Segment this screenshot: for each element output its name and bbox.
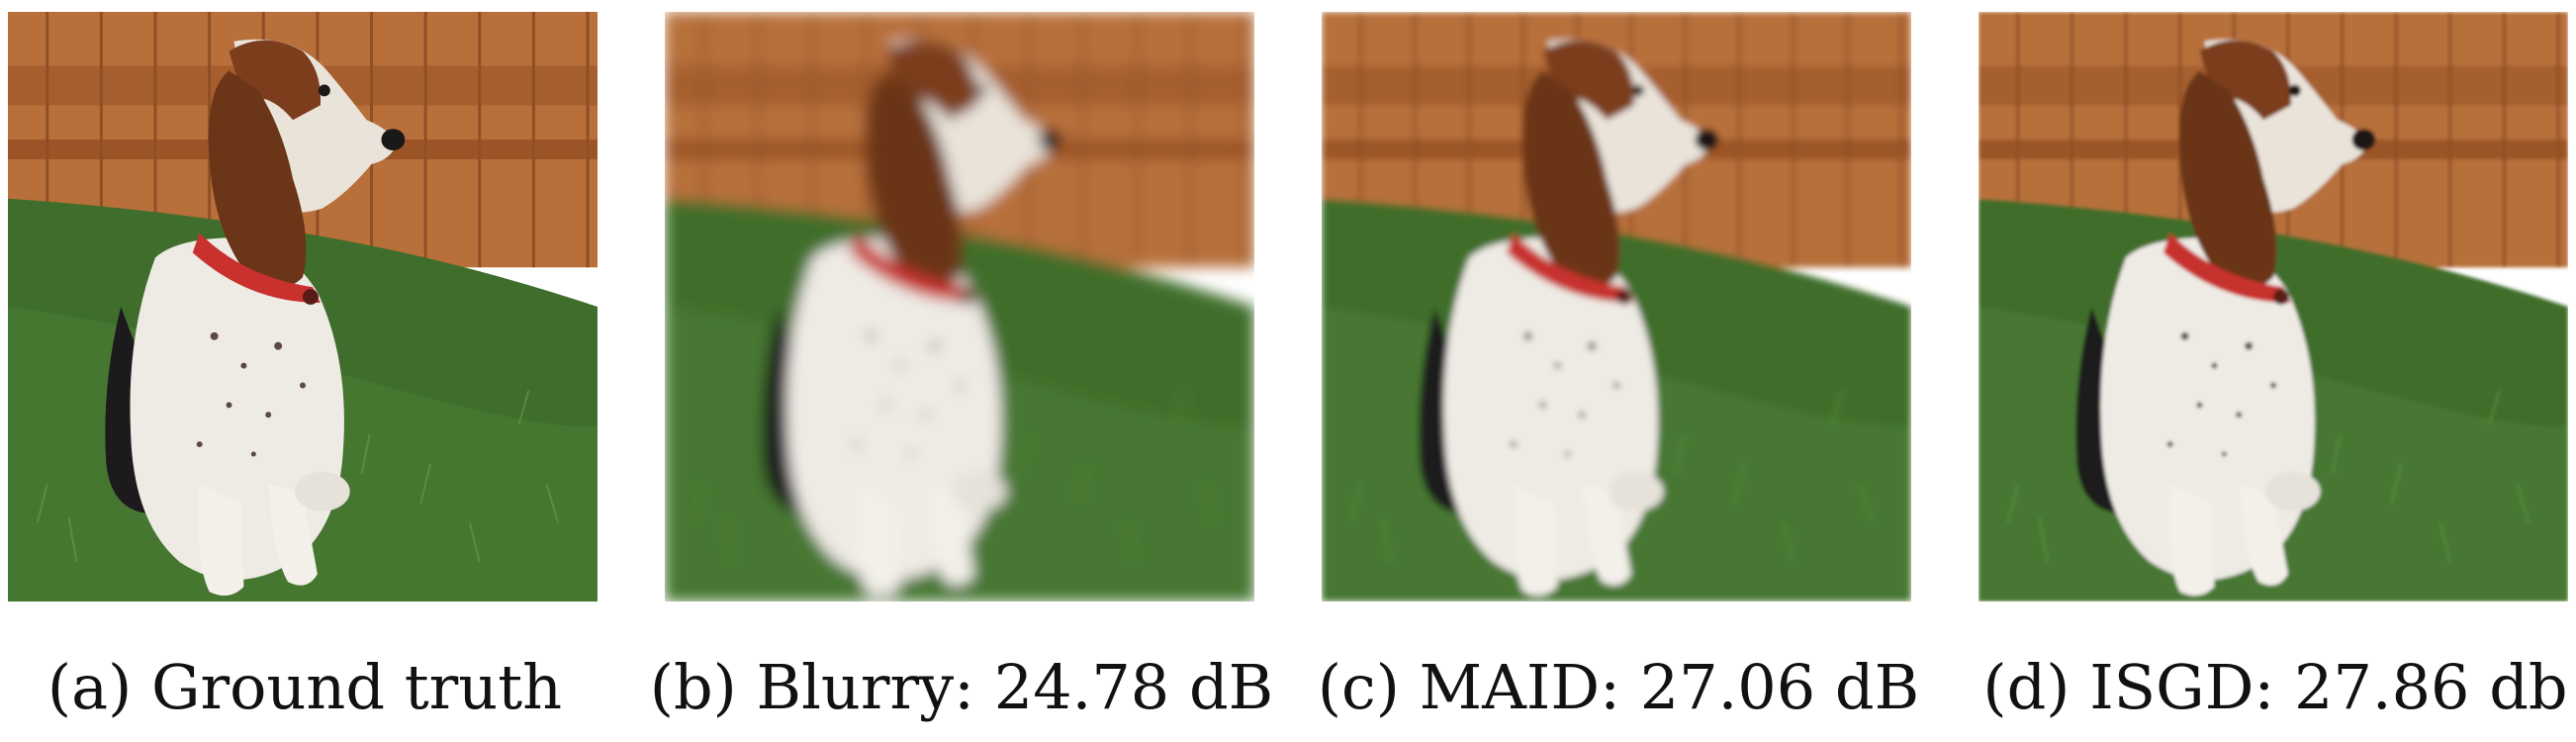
caption-blurry: (b) Blurry: 24.78 dB <box>649 651 1274 723</box>
dog-image-ground-truth <box>8 12 598 602</box>
panel-isgd <box>1978 12 2568 602</box>
panel-maid <box>1322 12 1911 602</box>
panel-blurry <box>665 12 1254 602</box>
caption-ground-truth: (a) Ground truth <box>46 651 563 723</box>
panel-ground-truth <box>8 12 598 602</box>
dog-image-isgd <box>1978 12 2568 602</box>
dog-image-blurry <box>665 12 1254 602</box>
caption-isgd: (d) ISGD: 27.86 db <box>1982 651 2568 723</box>
dog-image-maid <box>1322 12 1911 602</box>
caption-maid: (c) MAID: 27.06 dB <box>1317 651 1920 723</box>
